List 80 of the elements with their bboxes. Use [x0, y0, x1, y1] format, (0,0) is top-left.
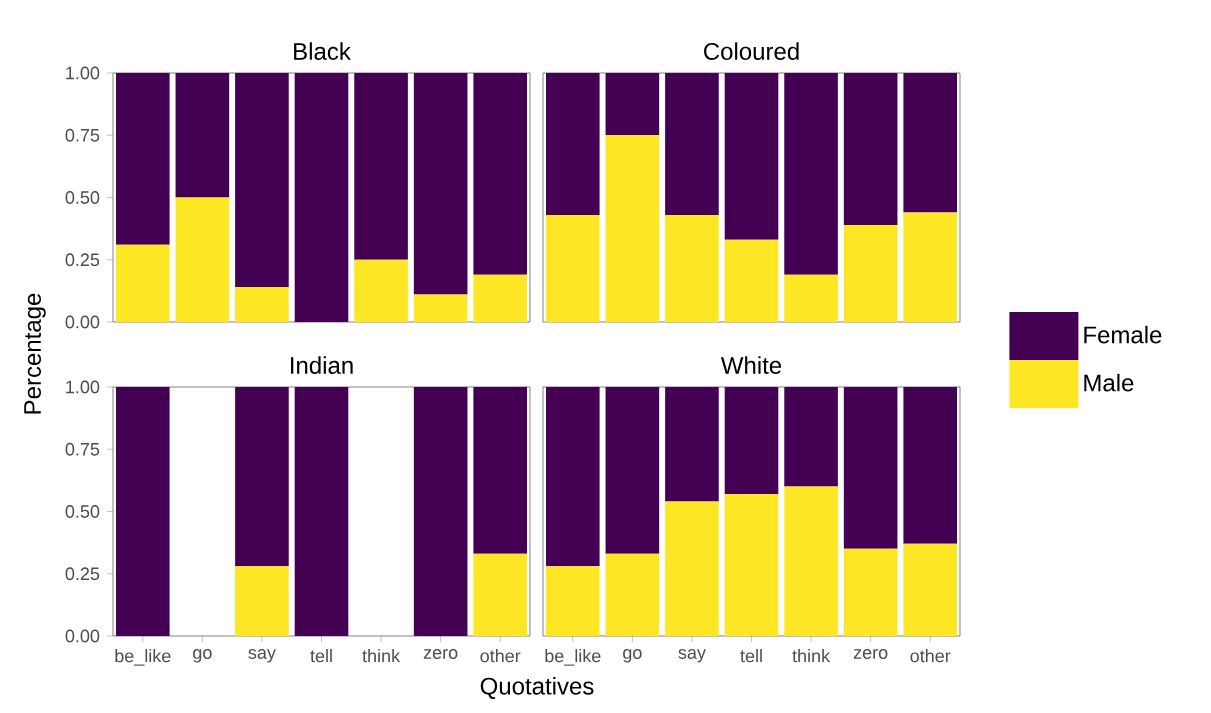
- bar: [473, 73, 528, 275]
- bar: [605, 135, 660, 322]
- y-tick-label: 0.00: [65, 629, 100, 643]
- bar: [545, 566, 600, 636]
- x-tick-label: tell: [740, 649, 762, 663]
- chart-title: Coloured: [704, 42, 799, 60]
- bar: [175, 73, 230, 198]
- bar: [235, 566, 289, 636]
- bar: [545, 387, 600, 567]
- bar: [235, 287, 289, 322]
- y-tick-label: 1.00: [66, 380, 100, 394]
- legend-label: Male: [1084, 373, 1134, 392]
- bar: [354, 259, 408, 322]
- bar: [784, 73, 838, 275]
- x-axis-title: Quotatives: [480, 677, 594, 699]
- bar: [115, 387, 170, 636]
- bar: [843, 548, 898, 636]
- bar: [413, 73, 468, 295]
- x-tick-label: go: [623, 649, 642, 663]
- y-tick-label: 0.75: [65, 128, 100, 142]
- x-tick-label: tell: [310, 649, 332, 663]
- chart-title: Indian: [291, 356, 353, 374]
- y-tick-label: 0.50: [65, 191, 100, 204]
- bar: [354, 73, 408, 260]
- bar: [294, 73, 349, 322]
- legend-label: Female: [1084, 325, 1162, 344]
- bar: [784, 274, 838, 322]
- y-tick-label: 0.50: [65, 505, 100, 518]
- y-axis-title: Percentage: [24, 293, 46, 414]
- bar: [843, 387, 898, 549]
- bar: [903, 387, 958, 544]
- bar: [605, 73, 660, 136]
- bar: [843, 73, 898, 225]
- bar: [235, 73, 289, 288]
- bar: [413, 294, 468, 322]
- bar: [665, 214, 719, 322]
- bar: [473, 553, 528, 636]
- bar: [605, 387, 660, 554]
- bar: [665, 387, 719, 502]
- bar: [665, 73, 719, 215]
- y-tick-label: 0.75: [65, 442, 100, 456]
- bar: [724, 387, 779, 495]
- bar: [665, 501, 719, 636]
- bar: [724, 239, 779, 322]
- y-tick-label: 0.00: [65, 315, 100, 329]
- x-tick-label: be_like: [545, 649, 601, 666]
- bar: [413, 387, 468, 636]
- bar: [545, 214, 600, 322]
- y-tick-label: 0.25: [65, 567, 100, 581]
- x-tick-label: think: [792, 649, 831, 663]
- chart-title: Black: [294, 42, 351, 60]
- bar: [843, 224, 898, 322]
- x-tick-label: be_like: [115, 649, 171, 666]
- bar: [115, 73, 170, 245]
- y-tick-label: 1.00: [66, 66, 100, 80]
- bar: [294, 387, 349, 636]
- x-tick-label: say: [248, 649, 276, 663]
- bar: [903, 543, 958, 636]
- bar: [724, 73, 779, 240]
- x-tick-label: other: [480, 649, 521, 663]
- chart-title: White: [720, 356, 782, 374]
- bar: [784, 486, 838, 636]
- bar: [235, 387, 289, 567]
- x-tick-label: say: [678, 649, 706, 663]
- bar: [903, 73, 958, 213]
- y-tick-label: 0.25: [65, 253, 100, 267]
- bar: [724, 494, 779, 636]
- x-tick-label: go: [193, 649, 212, 663]
- bar: [115, 244, 170, 322]
- bar: [903, 212, 958, 322]
- x-tick-label: zero: [423, 649, 458, 659]
- bar: [545, 73, 600, 215]
- x-tick-label: zero: [853, 649, 888, 659]
- bar: [175, 197, 230, 322]
- x-tick-label: other: [910, 649, 951, 663]
- bar: [605, 553, 660, 636]
- bar: [473, 387, 528, 554]
- bar: [784, 387, 838, 487]
- x-tick-label: think: [362, 649, 401, 663]
- bar: [473, 274, 528, 322]
